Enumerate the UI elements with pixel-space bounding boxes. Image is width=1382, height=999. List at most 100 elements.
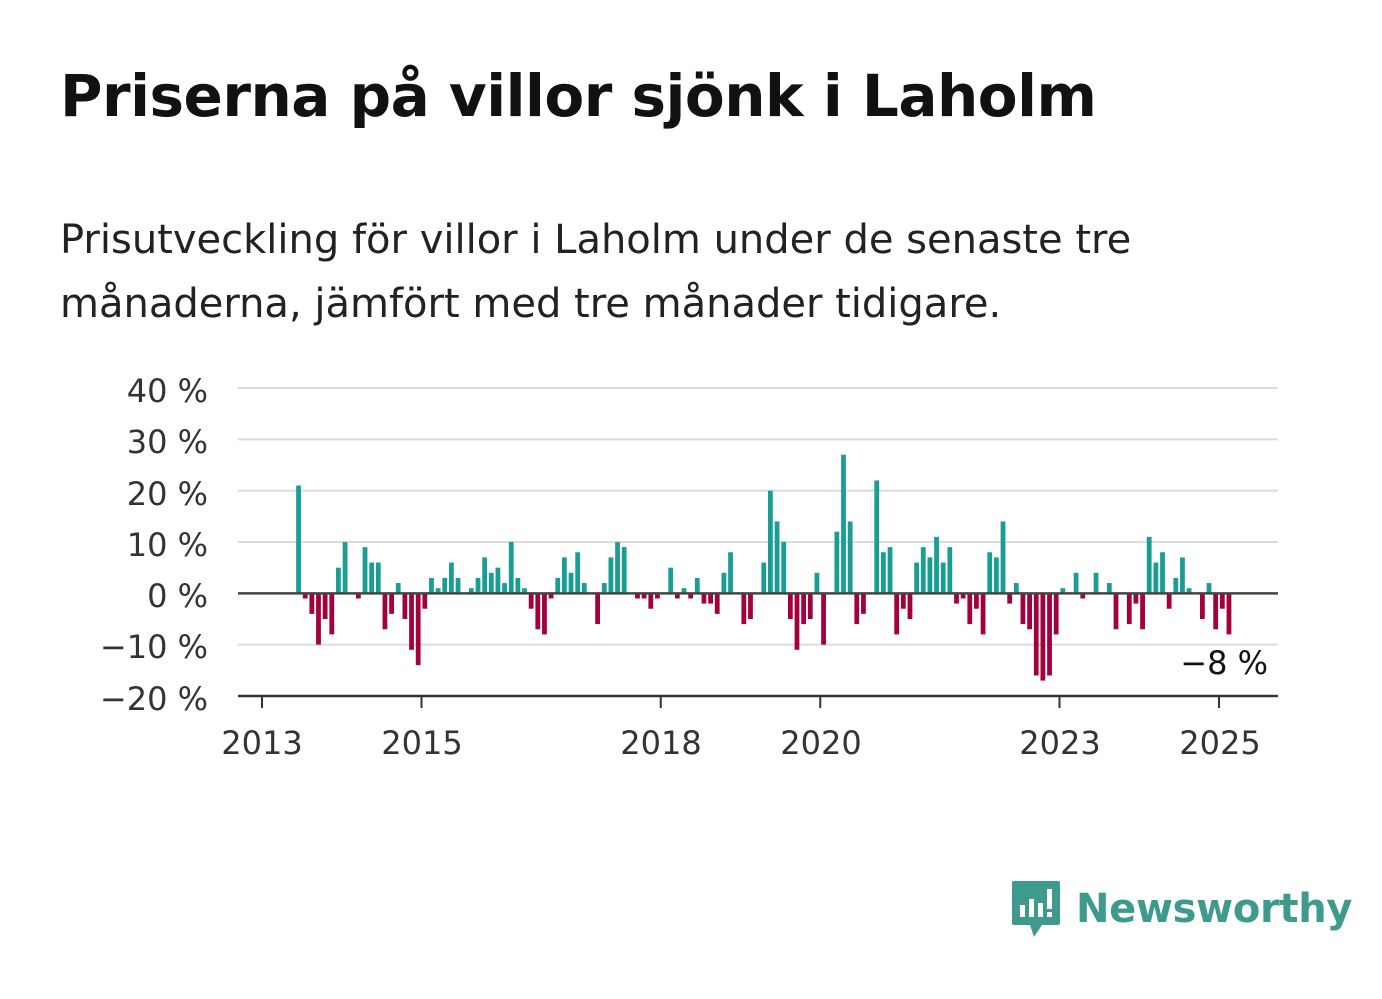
- bar: [382, 593, 388, 630]
- bar: [522, 588, 527, 594]
- bar: [355, 593, 361, 599]
- bar: [1186, 588, 1192, 594]
- bar: [409, 593, 414, 650]
- bar: [601, 583, 607, 594]
- y-tick-label: −20 %: [100, 680, 208, 718]
- bar: [721, 572, 727, 594]
- bar: [993, 557, 999, 594]
- bar: [336, 567, 341, 594]
- newsworthy-chart-bubble-icon: [1012, 881, 1060, 937]
- bar: [920, 547, 926, 594]
- bar: [528, 593, 534, 609]
- bar: [807, 593, 813, 619]
- bar: [694, 577, 700, 594]
- bar: [296, 485, 301, 594]
- bar: [894, 593, 900, 635]
- bar: [508, 542, 514, 594]
- bar: [389, 593, 394, 614]
- bar: [1199, 593, 1205, 619]
- bar: [555, 577, 561, 594]
- y-tick-label: 40 %: [127, 372, 208, 410]
- bar: [1160, 552, 1165, 594]
- bar: [542, 593, 547, 635]
- bar: [728, 552, 733, 594]
- bar: [1080, 593, 1086, 599]
- bar: [641, 593, 647, 599]
- last-value-label: −8 %: [1180, 644, 1268, 682]
- bar: [422, 593, 428, 609]
- bar: [581, 583, 587, 594]
- bar: [1173, 577, 1179, 594]
- x-tick-label: 2015: [381, 724, 462, 762]
- bar: [648, 593, 654, 609]
- bar: [934, 536, 939, 594]
- bar: [316, 593, 321, 645]
- bar: [801, 593, 807, 625]
- bar: [535, 593, 541, 630]
- bar: [821, 593, 826, 645]
- bar: [482, 557, 488, 594]
- bar: [1000, 521, 1006, 594]
- bar: [1166, 593, 1172, 609]
- bar: [1007, 593, 1013, 604]
- bar: [814, 572, 820, 594]
- bar: [787, 593, 793, 619]
- bar: [475, 577, 481, 594]
- bar: [615, 542, 620, 594]
- bar: [302, 593, 308, 599]
- bar: [854, 593, 860, 625]
- chart-title: Priserna på villor sjönk i Laholm: [60, 62, 1097, 130]
- bar: [781, 542, 787, 594]
- bar: [468, 588, 474, 594]
- bar: [1146, 536, 1152, 594]
- y-tick-label: 20 %: [127, 475, 208, 513]
- bar: [402, 593, 408, 619]
- bar: [927, 557, 933, 594]
- bar: [940, 562, 946, 594]
- bar: [395, 583, 401, 594]
- bar: [748, 593, 753, 619]
- bar: [1053, 593, 1059, 635]
- bar: [887, 547, 893, 594]
- bar: [1013, 583, 1019, 594]
- bar: [668, 567, 674, 594]
- bar: [635, 593, 640, 599]
- bar: [329, 593, 335, 635]
- bar: [880, 552, 886, 594]
- bar: [674, 593, 680, 599]
- bar: [415, 593, 421, 666]
- bar: [980, 593, 986, 635]
- brand-name: Newsworthy: [1076, 886, 1353, 932]
- chart-subtitle: Prisutveckling för villor i Laholm under…: [60, 217, 1132, 327]
- bar: [987, 552, 993, 594]
- bar: [1093, 572, 1099, 594]
- x-tick-label: 2018: [620, 724, 701, 762]
- bar: [655, 593, 660, 599]
- bar: [1106, 583, 1112, 594]
- bar: [768, 490, 773, 594]
- bar: [561, 557, 567, 594]
- bar: [375, 562, 381, 594]
- y-tick-label: 0 %: [147, 577, 208, 615]
- bar: [861, 593, 866, 614]
- bar: [1206, 583, 1212, 594]
- bar: [1113, 593, 1119, 630]
- bar: [708, 593, 713, 604]
- bar: [1040, 593, 1046, 681]
- bars: [296, 454, 1232, 681]
- bar: [568, 572, 574, 594]
- y-tick-label: −10 %: [100, 628, 208, 666]
- bar: [502, 583, 507, 594]
- bar: [714, 593, 720, 614]
- bar: [1180, 557, 1185, 594]
- y-tick-label: 30 %: [127, 423, 208, 461]
- bar: [701, 593, 707, 604]
- bar: [1047, 593, 1052, 676]
- bar: [455, 577, 461, 594]
- bar: [874, 480, 880, 594]
- bar: [1219, 593, 1225, 609]
- bar: [322, 593, 328, 619]
- bar: [1020, 593, 1026, 625]
- bar: [741, 593, 747, 625]
